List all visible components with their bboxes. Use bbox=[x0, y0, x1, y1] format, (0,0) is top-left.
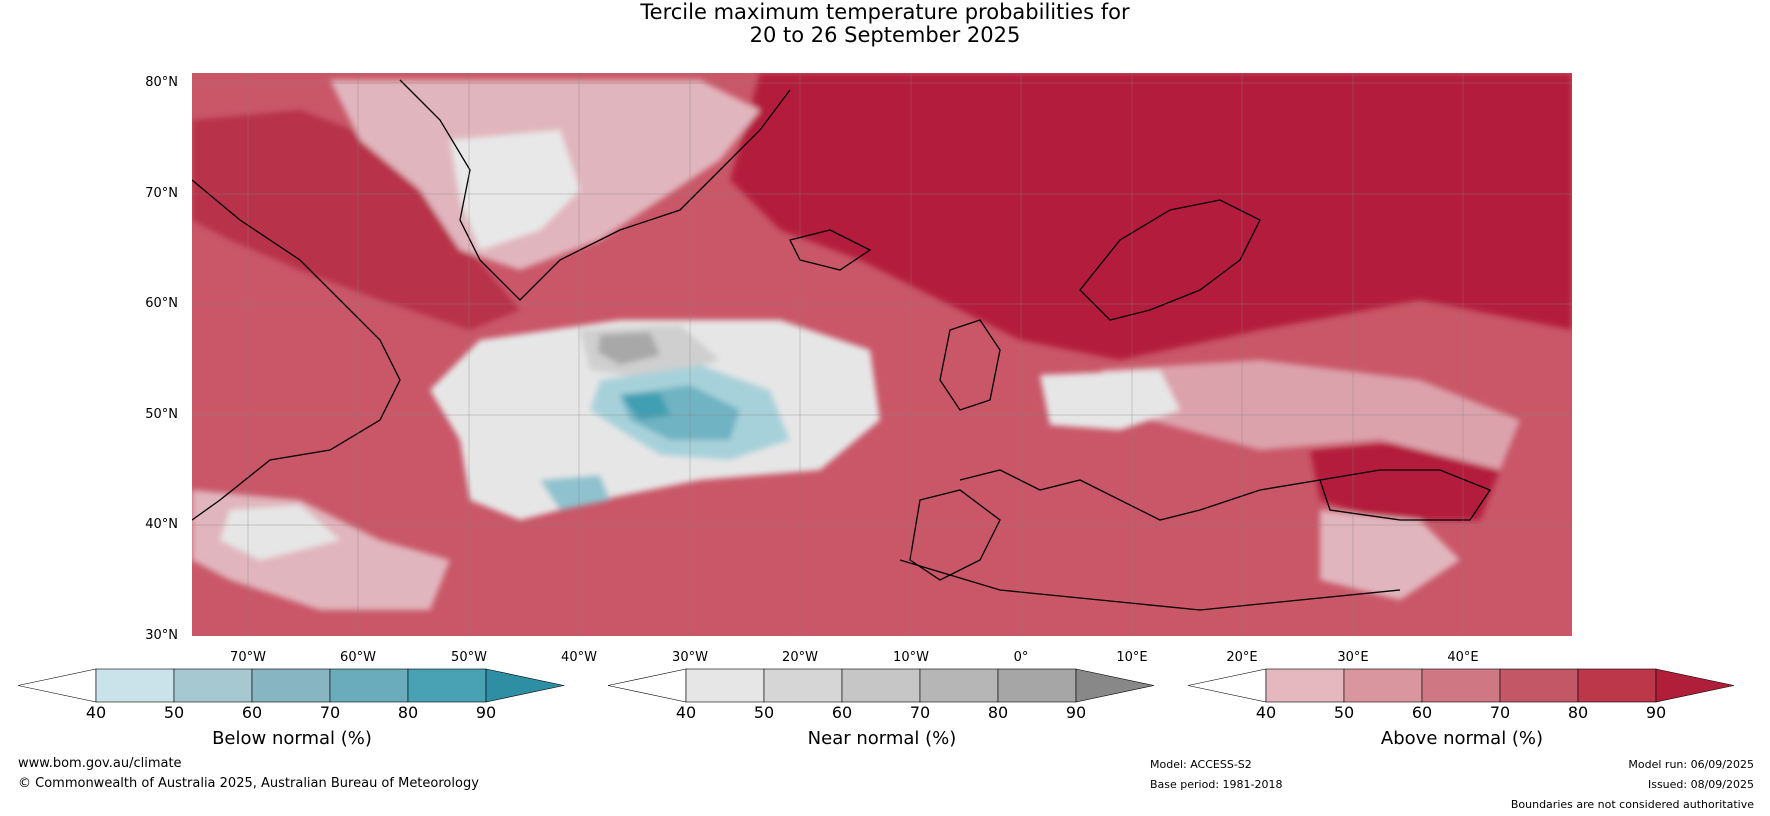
colorbar-above-segment bbox=[1499, 668, 1579, 703]
coastlines bbox=[192, 79, 1491, 611]
colorbar-above-tick: 80 bbox=[1567, 703, 1589, 722]
region-near-atlantic-southwest bbox=[220, 505, 340, 560]
colorbar-above-segment bbox=[1421, 668, 1501, 703]
colorbar-below-segment bbox=[173, 668, 253, 703]
colorbar-near-segment bbox=[841, 668, 921, 703]
colorbar-above-tick: 60 bbox=[1411, 703, 1433, 722]
footer-website[interactable]: www.bom.gov.au/climate bbox=[18, 756, 182, 771]
lon-tick-30e: 30°E bbox=[1337, 650, 1369, 665]
lon-tick-10e: 10°E bbox=[1116, 650, 1148, 665]
colorbar-below-segment bbox=[95, 668, 175, 703]
colorbar-near-segment bbox=[685, 668, 765, 703]
region-above-strong-greenland-west bbox=[192, 110, 520, 330]
colorbar-below-tick: 40 bbox=[85, 703, 107, 722]
footer-model-run: Model run: 06/09/2025 bbox=[1628, 758, 1754, 771]
colorbar-near-low-extend bbox=[607, 668, 687, 703]
chart-title-line2: 20 to 26 September 2025 bbox=[749, 23, 1021, 47]
colorbar-below-tick: 80 bbox=[397, 703, 419, 722]
gridlines bbox=[192, 73, 1572, 636]
region-near-atlantic-dark bbox=[598, 332, 660, 365]
lon-tick-10w: 10°W bbox=[893, 650, 929, 665]
colorbar-near-segment bbox=[763, 668, 843, 703]
lat-tick-40n: 40°N bbox=[145, 517, 178, 532]
lon-tick-0: 0° bbox=[1013, 650, 1029, 665]
colorbar-near-tick: 40 bbox=[675, 703, 697, 722]
chart-title-line1: Tercile maximum temperature probabilitie… bbox=[640, 0, 1130, 24]
colorbar-below-tick: 60 bbox=[241, 703, 263, 722]
colorbar-below-tick: 90 bbox=[475, 703, 497, 722]
colorbar-above-label: Above normal (%) bbox=[1380, 728, 1544, 749]
colorbar-below-label: Below normal (%) bbox=[212, 728, 372, 749]
footer-copyright: © Commonwealth of Australia 2025, Austra… bbox=[18, 776, 479, 791]
colorbar-near-tick: 60 bbox=[831, 703, 853, 722]
lat-tick-60n: 60°N bbox=[145, 296, 178, 311]
colorbar-above-tick: 90 bbox=[1645, 703, 1667, 722]
colorbar-near-tick: 50 bbox=[753, 703, 775, 722]
region-near-greenland bbox=[450, 130, 580, 250]
footer-disclaimer: Boundaries are not considered authoritat… bbox=[1510, 798, 1754, 811]
lon-tick-40w: 40°W bbox=[561, 650, 597, 665]
lon-tick-50w: 50°W bbox=[451, 650, 487, 665]
colorbar-below-low-extend bbox=[17, 668, 97, 703]
colorbar-below-tick: 50 bbox=[163, 703, 185, 722]
footer-model: Model: ACCESS-S2 bbox=[1150, 758, 1252, 771]
lon-tick-20w: 20°W bbox=[782, 650, 818, 665]
colorbar-below-segment bbox=[329, 668, 409, 703]
colorbar-above-tick: 70 bbox=[1489, 703, 1511, 722]
footer-issued: Issued: 08/09/2025 bbox=[1647, 778, 1754, 791]
region-above-strong-north bbox=[730, 73, 1572, 360]
colorbar-near-segment bbox=[997, 668, 1077, 703]
lon-tick-70w: 70°W bbox=[230, 650, 266, 665]
colorbar-above-high-extend bbox=[1655, 668, 1735, 703]
lat-tick-70n: 70°N bbox=[145, 186, 178, 201]
lat-tick-50n: 50°N bbox=[145, 407, 178, 422]
lat-tick-80n: 80°N bbox=[145, 75, 178, 90]
lon-tick-40e: 40°E bbox=[1447, 650, 1479, 665]
lon-tick-20e: 20°E bbox=[1226, 650, 1258, 665]
footer-base-period: Base period: 1981-2018 bbox=[1150, 778, 1283, 791]
colorbar-above-tick: 40 bbox=[1255, 703, 1277, 722]
colorbar-below-tick: 70 bbox=[319, 703, 341, 722]
region-above-light-turkey bbox=[1320, 510, 1460, 600]
colorbar-above-low-extend bbox=[1187, 668, 1267, 703]
region-above-strong-black-sea bbox=[1310, 440, 1500, 520]
colorbar-below-segment bbox=[251, 668, 331, 703]
region-below-atlantic-dark bbox=[620, 393, 670, 420]
colorbar-near-tick: 90 bbox=[1065, 703, 1087, 722]
colorbar-near-tick: 80 bbox=[987, 703, 1009, 722]
colorbar-near-segment bbox=[919, 668, 999, 703]
colorbar-above-segment bbox=[1265, 668, 1345, 703]
lat-tick-30n: 30°N bbox=[145, 628, 178, 643]
lon-tick-30w: 30°W bbox=[672, 650, 708, 665]
colorbar-below-high-extend bbox=[485, 668, 565, 703]
colorbar-near-label: Near normal (%) bbox=[807, 728, 957, 749]
colorbar-below-segment bbox=[407, 668, 487, 703]
colorbar-above-segment bbox=[1343, 668, 1423, 703]
region-below-atlantic-south bbox=[540, 475, 610, 510]
colorbar-near-high-extend bbox=[1075, 668, 1155, 703]
colorbar-near-tick: 70 bbox=[909, 703, 931, 722]
lon-tick-60w: 60°W bbox=[340, 650, 376, 665]
colorbar-above-tick: 50 bbox=[1333, 703, 1355, 722]
colorbar-above-segment bbox=[1577, 668, 1657, 703]
